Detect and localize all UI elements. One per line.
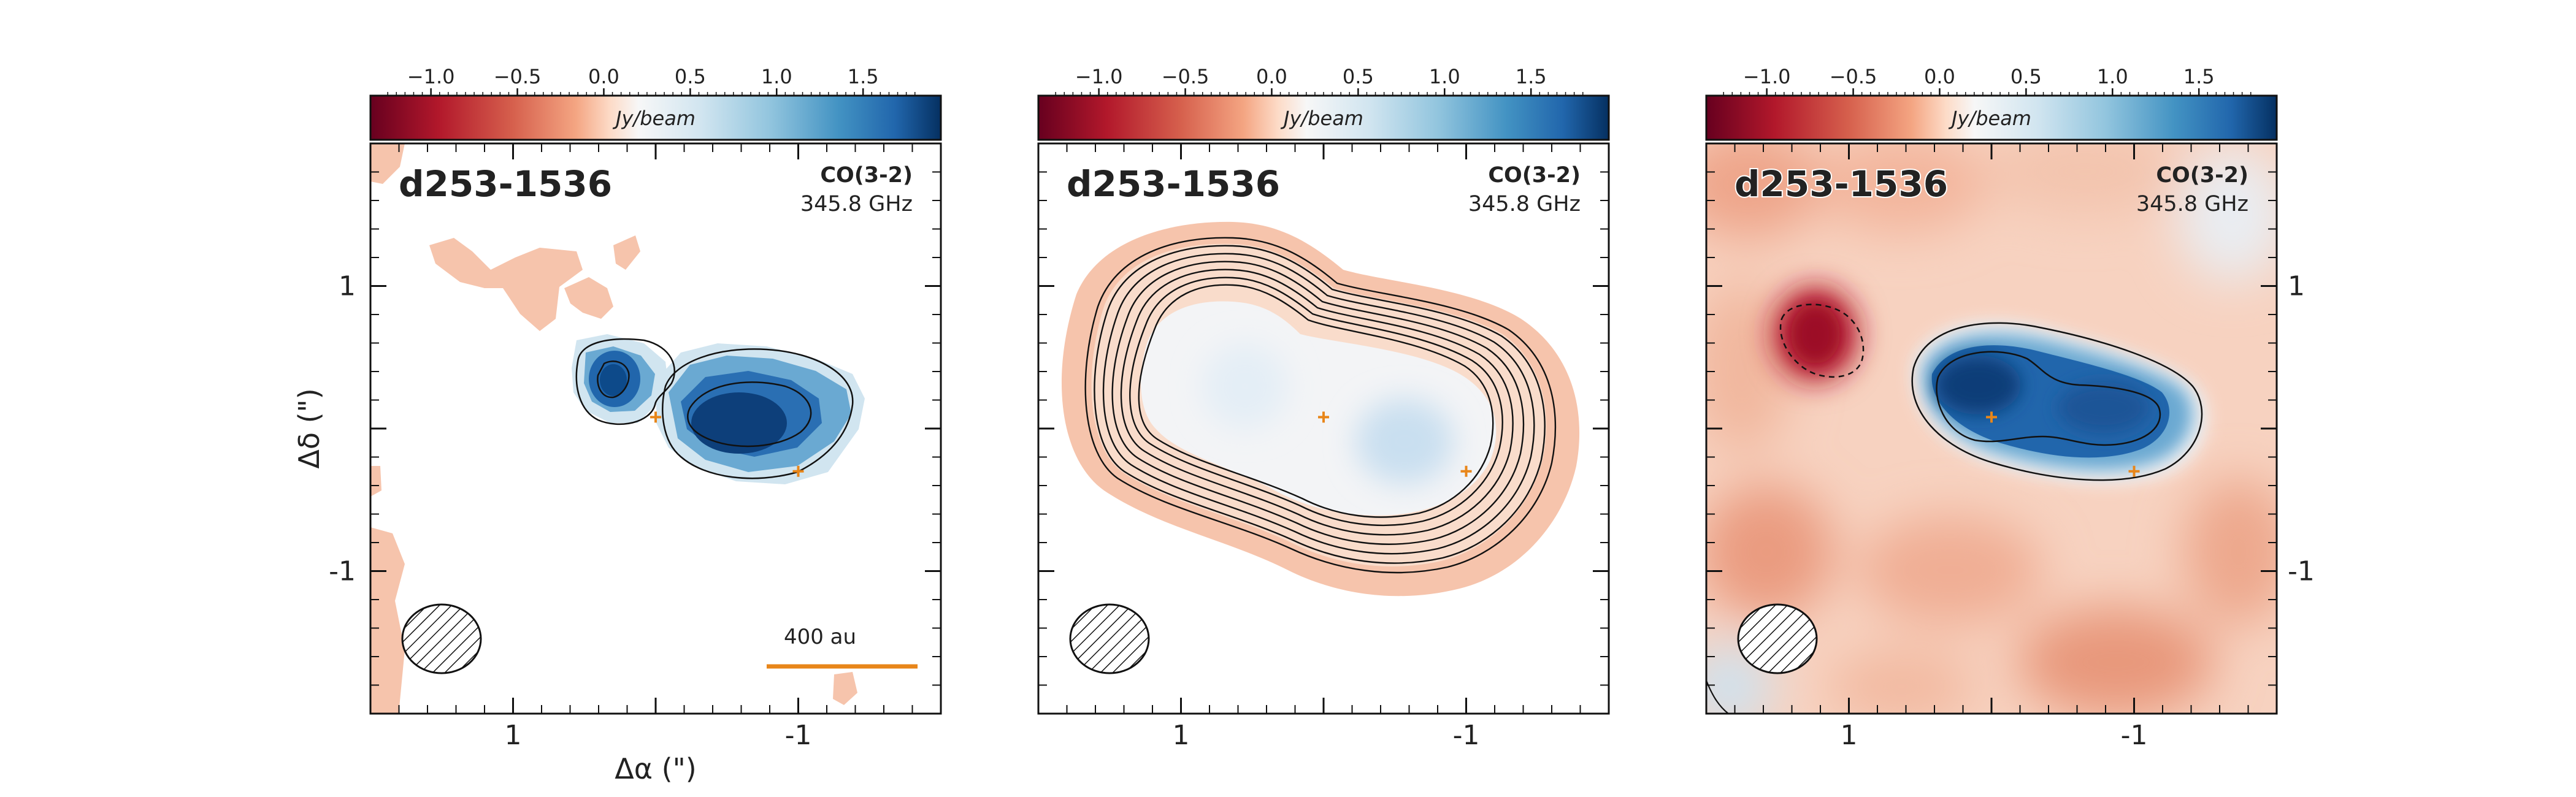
star-position-marker — [650, 411, 661, 423]
star-position-marker — [1986, 411, 1997, 423]
contours-residual — [1911, 322, 2203, 481]
panel-data: 400 au d253-1536 CO(3-2) 345.8 GHz 1 -1 1 -… — [293, 65, 942, 785]
colorbar-tick-label: 1.5 — [2183, 65, 2215, 88]
emission-right — [656, 343, 865, 484]
noise-patches — [370, 143, 857, 714]
colorbar-tick-label: −1.0 — [1743, 65, 1791, 88]
colorbar-label: Jy/beam — [1280, 107, 1363, 130]
colorbar-tick-label: 1.5 — [1516, 65, 1547, 88]
panel-data-ticks: 1 -1 1 -1 — [329, 143, 941, 751]
colorbar-gradient — [1705, 94, 2278, 141]
colorbar-tick-label: 0.5 — [1343, 65, 1374, 88]
panel-model-markers — [1318, 411, 1472, 477]
x-tick-label: 1 — [1173, 720, 1190, 751]
colorbar-tick-label: −0.5 — [1162, 65, 1209, 88]
scale-bar-label: 400 au — [784, 625, 856, 649]
colorbar-tick-label: −0.5 — [494, 65, 542, 88]
panel-model-ticks: 1 -1 — [1038, 143, 1609, 751]
colorbar-tick-label: 0.5 — [2011, 65, 2042, 88]
x-tick-label: -1 — [2121, 720, 2148, 751]
colorbar-tick-label: 0.0 — [1924, 65, 1955, 88]
x-axis-label: Δα (") — [615, 752, 696, 785]
colorbar-tick-label: 0.0 — [1256, 65, 1287, 88]
colorbar-tick-label: 1.0 — [2097, 65, 2128, 88]
source-label: d253-1536 — [399, 163, 612, 205]
frequency-label: 345.8 GHz — [800, 192, 913, 216]
colorbar-tick-label: 1.0 — [761, 65, 792, 88]
star-position-marker — [1318, 411, 1329, 423]
contours-model — [1084, 237, 1557, 574]
y-tick-label: 1 — [2288, 271, 2305, 302]
panel-residual-colorbar: −1.0 −0.5 0.0 0.5 1.0 1.5 Jy/beam — [1705, 65, 2278, 141]
y-tick-label: 1 — [339, 271, 356, 302]
panel-data-colorbar: −1.0 −0.5 0.0 0.5 1.0 1.5 Jy/beam — [369, 65, 942, 141]
panel-residual-ticks: 1 -1 1 -1 — [1706, 143, 2315, 751]
contours-data — [575, 338, 854, 479]
colorbar-tick-label: −0.5 — [1830, 65, 1877, 88]
colorbar-tick-label: 0.5 — [675, 65, 706, 88]
panel-residual-image — [1706, 143, 2277, 714]
star-position-marker — [792, 465, 804, 477]
beam-ellipse — [1069, 603, 1150, 674]
colorbar-tick-label: −1.0 — [1075, 65, 1123, 88]
x-tick-label: -1 — [1453, 720, 1480, 751]
colorbar-tick-label: 1.0 — [1429, 65, 1460, 88]
residual-background — [1706, 143, 2277, 714]
star-position-marker — [1460, 465, 1472, 477]
y-axis-label: Δδ (") — [293, 388, 326, 468]
panel-model-image — [1038, 143, 1609, 714]
beam-ellipse — [401, 603, 482, 674]
beam-ellipse — [1737, 603, 1818, 674]
colorbar-label: Jy/beam — [1948, 107, 2031, 130]
line-label: CO(3-2) — [1488, 163, 1581, 188]
colorbar-label: Jy/beam — [612, 107, 696, 130]
x-tick-label: 1 — [505, 720, 522, 751]
emission-left — [572, 334, 669, 423]
frequency-label: 345.8 GHz — [2136, 192, 2248, 216]
colorbar-tick-label: 0.0 — [588, 65, 619, 88]
panel-residual: d253-1536 CO(3-2) 345.8 GHz 1 -11-1 −1.0−… — [1705, 65, 2315, 751]
frequency-label: 345.8 GHz — [1468, 192, 1581, 216]
colorbar-gradient — [1037, 94, 1610, 141]
x-tick-label: 1 — [1841, 720, 1858, 751]
panel-data-markers — [650, 411, 804, 477]
source-label: d253-1536 — [1735, 163, 1948, 205]
y-tick-label: -1 — [329, 556, 356, 587]
line-label: CO(3-2) — [820, 163, 913, 188]
negative-contour — [1779, 303, 1865, 378]
colorbar-tick-label: 1.5 — [848, 65, 879, 88]
panel-model-colorbar: −1.0 −0.5 0.0 0.5 1.0 1.5 Jy/beam — [1037, 65, 1610, 141]
y-tick-label: -1 — [2288, 556, 2315, 587]
colorbar-tick-label: −1.0 — [407, 65, 455, 88]
panel-data-image: 400 au — [370, 143, 941, 714]
x-tick-label: -1 — [785, 720, 812, 751]
line-label: CO(3-2) — [2156, 163, 2248, 188]
panel-residual-markers — [1986, 411, 2140, 477]
star-position-marker — [2128, 465, 2140, 477]
source-label: d253-1536 — [1067, 163, 1280, 205]
colorbar-gradient — [369, 94, 942, 141]
panel-model: d253-1536 CO(3-2) 345.8 GHz 1 -1 −1.0 −0.5… — [1037, 65, 1610, 751]
corner-contour — [1706, 680, 1729, 714]
